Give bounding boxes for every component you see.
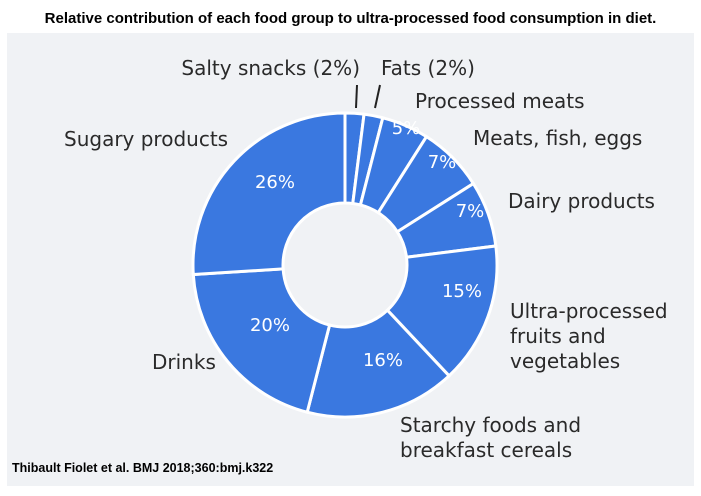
leader-line (355, 84, 358, 109)
donut-slice (305, 308, 452, 419)
citation: Thibault Fiolet et al. BMJ 2018;360:bmj.… (12, 461, 274, 475)
slice-percent-label: 7% (428, 152, 457, 173)
slice-percent-label: 26% (255, 172, 295, 193)
slice-percent-label: 20% (250, 315, 290, 336)
chart-title: Relative contribution of each food group… (44, 10, 657, 27)
donut-slice (385, 244, 499, 378)
slice-percent-label: 16% (363, 350, 403, 371)
slice-percent-label: 5% (392, 118, 421, 139)
slice-percent-label: 7% (456, 201, 485, 222)
slice-category-label: Fats (2%) (381, 56, 475, 80)
donut-slice (191, 267, 332, 415)
slice-category-label: Processed meats (415, 89, 585, 113)
slice-category-label: Sugary products (64, 127, 228, 151)
slice-category-label: Ultra-processed fruits and vegetables (510, 299, 668, 373)
slice-category-label: Meats, fish, eggs (473, 126, 642, 150)
slice-category-label: Dairy products (508, 189, 655, 213)
leader-line (374, 84, 381, 109)
donut-slice (191, 111, 347, 277)
slice-category-label: Starchy foods and breakfast cereals (400, 413, 581, 462)
slice-percent-label: 15% (442, 281, 482, 302)
slice-category-label: Salty snacks (2%) (181, 56, 360, 80)
slice-category-label: Drinks (152, 350, 216, 374)
